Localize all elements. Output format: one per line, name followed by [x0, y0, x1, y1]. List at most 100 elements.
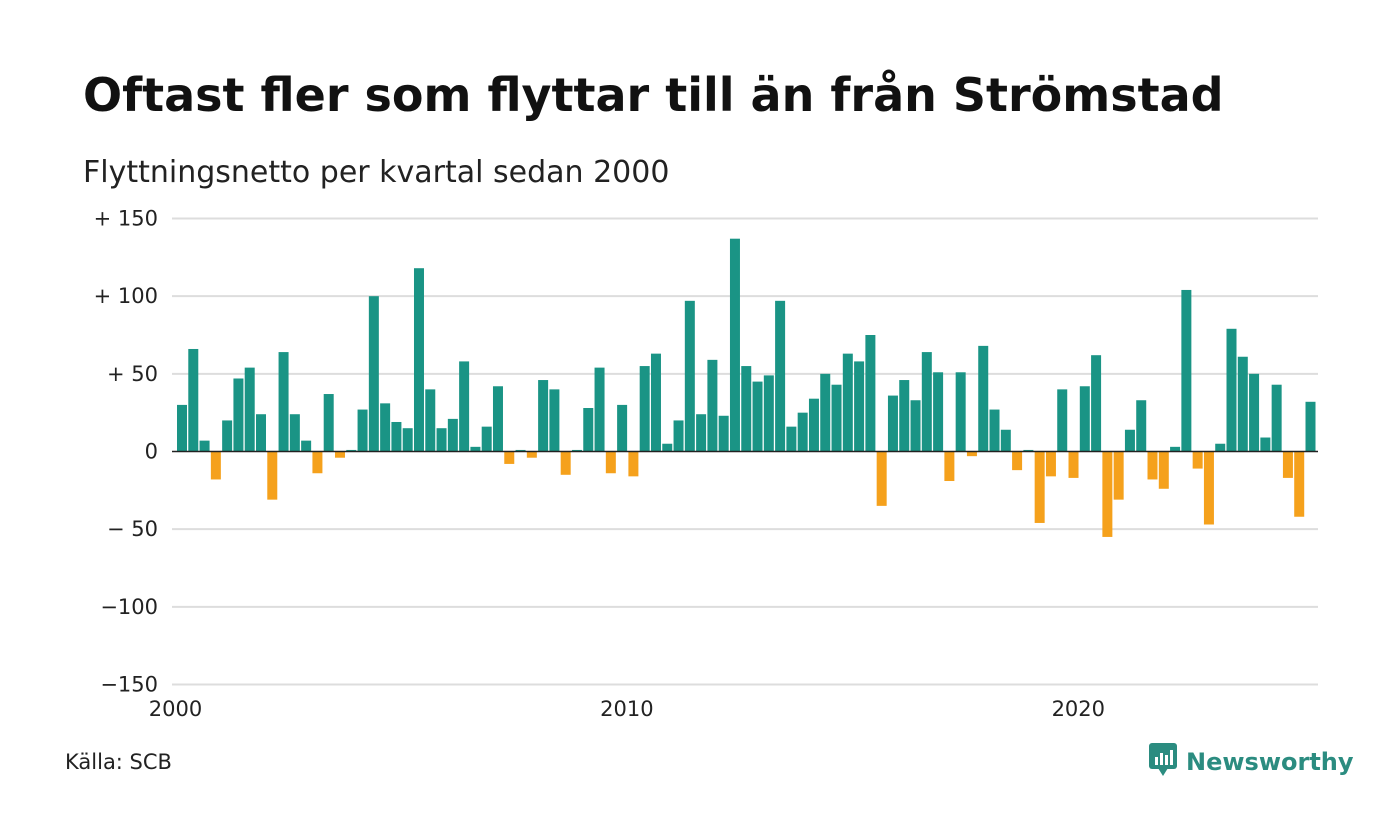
- brand-logo[interactable]: Newsworthy: [1148, 742, 1354, 782]
- bar: [560, 451, 571, 475]
- newsworthy-logo-icon: [1148, 741, 1178, 783]
- bar: [639, 366, 650, 452]
- bar: [729, 238, 740, 452]
- bar: [425, 389, 436, 452]
- y-tick-label: + 150: [94, 207, 158, 231]
- bar: [650, 353, 661, 452]
- bar: [538, 380, 549, 452]
- bar: [944, 451, 955, 482]
- bar: [921, 352, 932, 452]
- bar: [1181, 289, 1192, 452]
- bar: [1091, 355, 1102, 452]
- bar: [391, 421, 402, 452]
- bar: [255, 414, 266, 452]
- bar: [605, 451, 616, 474]
- bar: [210, 451, 221, 480]
- bar: [1249, 373, 1260, 452]
- bar: [244, 367, 255, 452]
- bar: [1271, 384, 1282, 452]
- bar: [459, 361, 470, 452]
- bar: [673, 420, 684, 452]
- bar: [910, 400, 921, 452]
- bar: [222, 420, 233, 452]
- bar: [177, 404, 187, 452]
- bar: [413, 268, 424, 452]
- bar: [966, 451, 977, 457]
- bar: [831, 384, 842, 452]
- bar: [1045, 451, 1056, 477]
- bar: [763, 375, 774, 452]
- bar: [1000, 429, 1011, 452]
- bar: [662, 443, 673, 452]
- bar: [1136, 400, 1147, 452]
- bar: [323, 394, 334, 452]
- bar: [436, 428, 447, 452]
- bar: [1237, 356, 1248, 452]
- bar: [402, 428, 413, 452]
- bar: [696, 414, 707, 452]
- bar: [346, 449, 357, 452]
- bar: [797, 412, 808, 452]
- bar: [301, 440, 312, 452]
- bar: [933, 372, 944, 452]
- bar: [1282, 451, 1293, 478]
- bar: [1260, 437, 1271, 452]
- bar: [842, 353, 853, 452]
- bar: [312, 451, 323, 474]
- chart-title: Oftast fler som flyttar till än från Str…: [83, 68, 1224, 122]
- bar: [1294, 451, 1305, 517]
- bar: [707, 359, 718, 452]
- bar: [1068, 451, 1079, 478]
- bar: [334, 451, 345, 458]
- bar: [1079, 386, 1090, 452]
- bar: [1113, 451, 1124, 500]
- bar: [820, 373, 831, 452]
- y-tick-label: −150: [100, 673, 158, 697]
- bar: [718, 415, 729, 452]
- bar: [549, 389, 560, 452]
- bar: [786, 426, 797, 452]
- bar: [989, 409, 1000, 452]
- bar: [1203, 451, 1214, 525]
- bar: [865, 335, 876, 452]
- bar: [752, 381, 763, 452]
- bar: [1158, 451, 1169, 489]
- y-tick-label: − 50: [107, 517, 158, 541]
- bar: [741, 366, 752, 452]
- x-tick-label: 2010: [600, 697, 653, 721]
- bar: [1147, 451, 1158, 480]
- bar: [899, 380, 910, 452]
- bar: [1215, 443, 1226, 452]
- bar: [1023, 449, 1034, 452]
- bar: [289, 414, 300, 452]
- bar: [492, 386, 503, 452]
- bar: [583, 408, 594, 452]
- bar: [684, 300, 695, 452]
- bar: [1305, 401, 1316, 452]
- bar: [808, 398, 819, 452]
- bar: [1012, 451, 1023, 471]
- bar: [1102, 451, 1113, 537]
- bar: [233, 378, 244, 452]
- bar: [854, 361, 865, 452]
- bar: [775, 300, 786, 452]
- bar: [978, 345, 989, 452]
- x-tick-label: 2020: [1052, 697, 1105, 721]
- bar: [470, 446, 481, 452]
- source-note: Källa: SCB: [65, 750, 172, 774]
- bar: [1192, 451, 1203, 469]
- bar: [1034, 451, 1045, 523]
- y-tick-label: −100: [100, 595, 158, 619]
- chart-subtitle: Flyttningsnetto per kvartal sedan 2000: [83, 155, 670, 190]
- bar: [1170, 446, 1181, 452]
- bar: [1226, 328, 1237, 452]
- y-tick-label: + 50: [107, 362, 158, 386]
- bar: [617, 404, 628, 452]
- bar: [1124, 429, 1135, 452]
- bar: [628, 451, 639, 477]
- bar: [267, 451, 278, 500]
- bar: [199, 440, 210, 452]
- bar: [526, 451, 537, 458]
